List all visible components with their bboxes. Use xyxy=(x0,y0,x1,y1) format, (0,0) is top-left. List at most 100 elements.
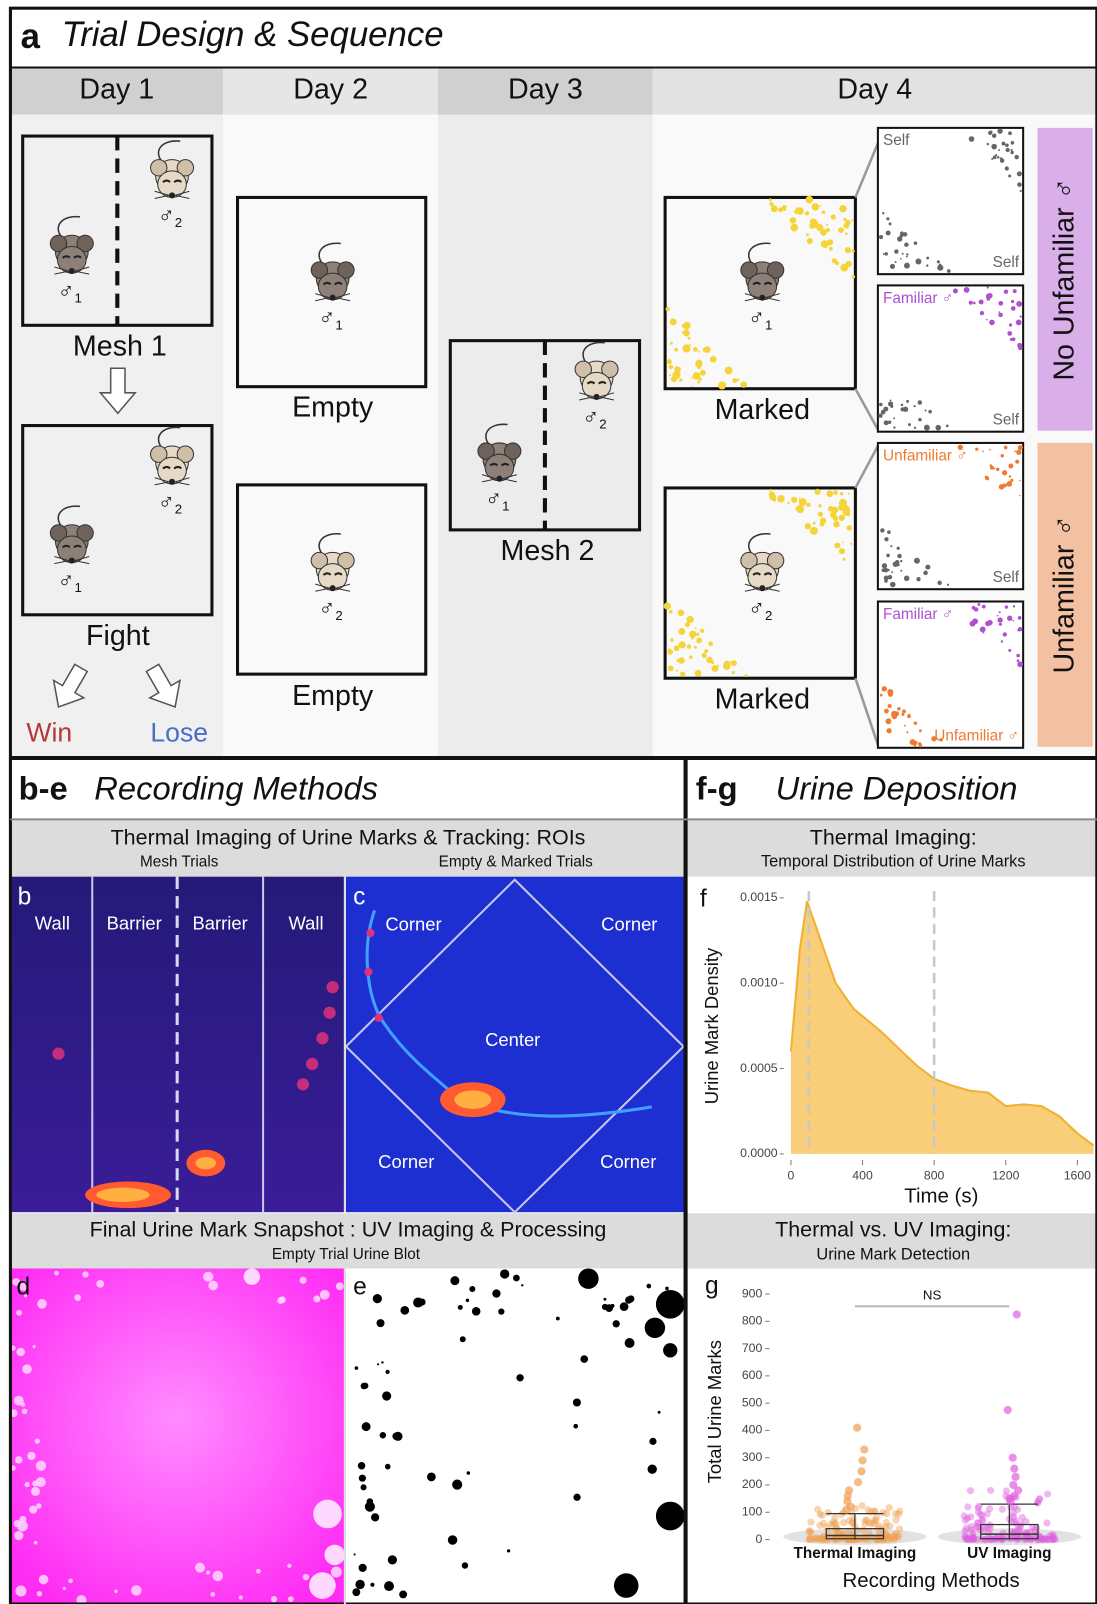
outlier xyxy=(860,1445,868,1453)
scent-dot xyxy=(1000,158,1004,162)
binary-spot xyxy=(365,1502,375,1512)
outlier xyxy=(857,1467,865,1475)
scent-dot xyxy=(668,649,672,653)
scent-dot xyxy=(879,403,883,407)
scent-dot xyxy=(897,707,901,711)
scent-dot xyxy=(887,569,890,572)
scent-dot xyxy=(880,528,884,532)
scent-dot xyxy=(925,410,927,412)
binary-spot xyxy=(656,1502,685,1531)
arena-label: Marked xyxy=(715,394,810,426)
jitter-point xyxy=(891,1534,898,1541)
scent-dot xyxy=(953,288,958,293)
binary-spot xyxy=(384,1581,394,1591)
binary-spot xyxy=(625,1338,635,1348)
scent-dot xyxy=(1011,300,1014,303)
scent-dot xyxy=(710,356,717,363)
scent-dot xyxy=(904,242,908,246)
scent-dot xyxy=(897,547,900,550)
scent-dot xyxy=(892,714,898,720)
panel-letter: a xyxy=(21,18,41,56)
scent-dot xyxy=(703,347,708,352)
jitter-point xyxy=(984,1510,991,1517)
uv-spot xyxy=(324,1545,344,1565)
mouse-symbol: ♂ xyxy=(485,486,502,511)
y-tick-label: 400 xyxy=(742,1423,763,1437)
scent-dot xyxy=(683,344,691,352)
scent-dot xyxy=(1008,131,1012,135)
scent-dot xyxy=(1007,615,1012,620)
uv-spot xyxy=(15,1456,22,1463)
arena-label: Empty xyxy=(292,392,374,424)
jitter-point xyxy=(1010,1510,1017,1517)
scent-dot xyxy=(828,506,834,512)
scent-dot xyxy=(904,576,909,581)
mouse-nose xyxy=(759,585,765,591)
scent-dot xyxy=(674,645,680,651)
scent-dot xyxy=(903,232,907,236)
scent-dot xyxy=(925,565,930,570)
day-label: Day 3 xyxy=(508,74,583,106)
roi-label: Barrier xyxy=(193,913,248,934)
binary-spot xyxy=(362,1422,371,1431)
outlier xyxy=(1009,1454,1017,1462)
scent-dot xyxy=(975,448,978,451)
scent-label: Unfamiliar ♂ xyxy=(934,728,1019,745)
scent-dot xyxy=(737,379,739,381)
scent-dot xyxy=(843,558,846,561)
scent-dot xyxy=(679,378,682,381)
scent-dot xyxy=(991,158,993,160)
scent-dot xyxy=(890,545,892,547)
scent-label: Unfamiliar ♂ xyxy=(883,447,968,464)
scent-dot xyxy=(999,486,1001,488)
urine-mark xyxy=(366,929,374,937)
mouse-nose xyxy=(169,192,175,198)
binary-spot xyxy=(355,1366,359,1370)
uv-spot xyxy=(303,1574,309,1580)
scent-dot xyxy=(1017,629,1020,632)
scent-dot xyxy=(879,235,883,239)
scent-dot xyxy=(1017,662,1023,668)
scent-dot xyxy=(937,265,943,271)
binary-spot xyxy=(392,1433,399,1440)
scent-dot xyxy=(1004,446,1008,450)
jitter-point xyxy=(840,1519,847,1526)
urine-mark xyxy=(323,1007,335,1019)
arena-label: Fight xyxy=(86,620,150,652)
scent-dot xyxy=(900,258,902,260)
uv-spot xyxy=(287,1564,291,1568)
binary-spot xyxy=(376,1319,384,1327)
binary-spot xyxy=(500,1269,509,1278)
sub-header-title: Thermal Imaging of Urine Marks & Trackin… xyxy=(111,825,586,849)
scent-dot xyxy=(969,136,975,142)
panel-letter: b-e xyxy=(19,769,68,806)
scent-dot xyxy=(903,407,908,412)
scent-dot xyxy=(664,602,671,609)
uv-spot xyxy=(68,1579,73,1584)
scent-dot xyxy=(700,629,704,633)
scent-dot xyxy=(1018,346,1023,351)
y-tick-label: 0 xyxy=(755,1532,762,1546)
scent-dot xyxy=(1020,190,1022,192)
scent-dot xyxy=(839,205,846,212)
scent-dot xyxy=(1005,166,1009,170)
uv-spot xyxy=(54,1271,59,1276)
mouse-symbol: ♂ xyxy=(748,305,765,330)
scent-dot xyxy=(745,674,748,677)
mouse-nose xyxy=(594,394,600,400)
scent-dot xyxy=(711,661,714,664)
scent-dot xyxy=(818,504,821,507)
uv-spot xyxy=(22,1364,32,1374)
scent-dot xyxy=(884,575,889,580)
scent-dot xyxy=(695,627,697,629)
scent-dot xyxy=(914,558,920,564)
urine-mark xyxy=(297,1078,309,1090)
mouse-id: 2 xyxy=(599,416,606,431)
roi-label: Corner xyxy=(601,914,657,935)
binary-spot xyxy=(354,1553,356,1555)
binary-spot xyxy=(385,1464,391,1470)
scent-dot xyxy=(886,728,891,733)
scent-dot xyxy=(1018,445,1023,450)
scent-dot xyxy=(845,247,851,253)
scent-dot xyxy=(914,722,917,725)
